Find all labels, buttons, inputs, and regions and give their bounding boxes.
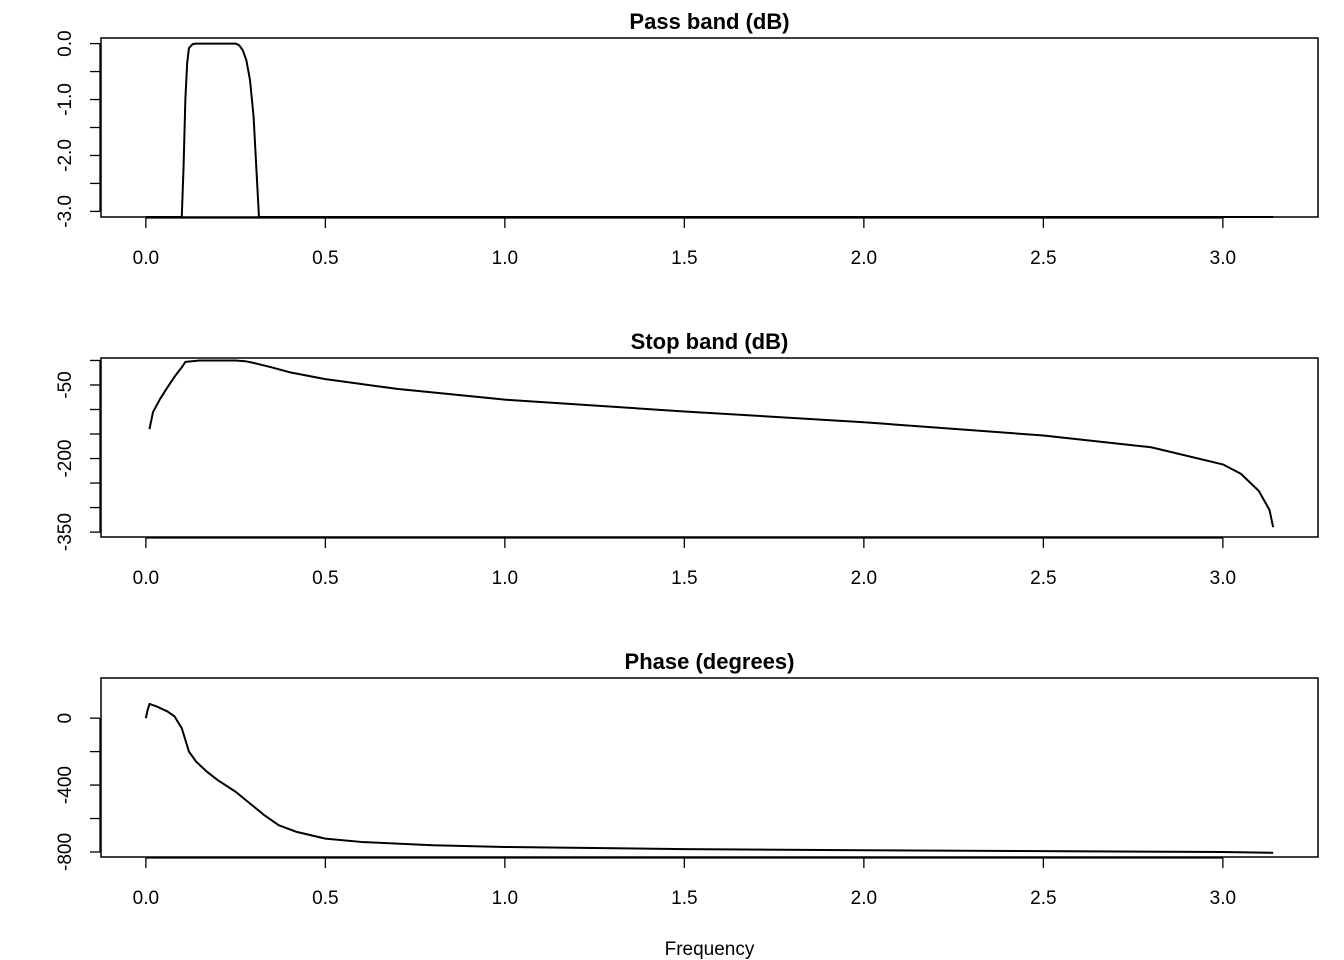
x-tick-label: 2.5 — [1030, 248, 1056, 269]
series-line — [145, 42, 1274, 218]
x-tick-label: 1.0 — [492, 888, 518, 909]
chart-title: Pass band (dB) — [629, 9, 789, 34]
y-tick-label: -800 — [55, 833, 76, 871]
x-axis-label: Frequency — [665, 939, 755, 960]
x-tick-label: 3.0 — [1210, 888, 1236, 909]
x-tick-label: 1.0 — [492, 248, 518, 269]
panel-1: Pass band (dB) 0.0 0.5 1.0 1.5 2.0 2.5 3.0 0.0 -1… — [55, 9, 1319, 269]
panel-3: Phase (degrees) 0.0 0.5 1.0 1.5 2.0 2.5 3.0 0 -40… — [55, 649, 1319, 960]
x-tick-label: 1.5 — [671, 888, 697, 909]
x-tick-label: 0.5 — [312, 568, 338, 589]
x-tick-label: 1.5 — [671, 248, 697, 269]
y-tick-label: -2.0 — [55, 139, 76, 172]
x-tick-label: 1.5 — [671, 568, 697, 589]
x-tick-label: 0.0 — [133, 568, 159, 589]
x-tick-label: 1.0 — [492, 568, 518, 589]
y-tick-label: -200 — [55, 440, 76, 478]
x-tick-label: 2.5 — [1030, 888, 1056, 909]
chart-title: Phase (degrees) — [625, 649, 795, 674]
chart-title: Stop band (dB) — [631, 329, 789, 354]
x-tick-label: 2.0 — [851, 888, 877, 909]
x-tick-label: 2.0 — [851, 248, 877, 269]
x-tick-label: 3.0 — [1210, 248, 1236, 269]
y-tick-label: -3.0 — [55, 195, 76, 228]
y-tick-label: -350 — [55, 513, 76, 551]
plot-frame — [100, 37, 1319, 218]
y-tick-label: 0.0 — [55, 30, 76, 56]
x-tick-label: 0.0 — [133, 888, 159, 909]
x-tick-label: 2.0 — [851, 568, 877, 589]
x-tick-label: 2.5 — [1030, 568, 1056, 589]
plot-frame — [100, 677, 1319, 858]
x-tick-label: 0.5 — [312, 248, 338, 269]
x-tick-label: 0.0 — [133, 248, 159, 269]
y-tick-label: 0 — [55, 713, 76, 724]
x-tick-label: 3.0 — [1210, 568, 1236, 589]
series-line — [144, 702, 1274, 854]
plot-frame — [100, 357, 1319, 538]
series-line — [148, 359, 1275, 528]
y-tick-label: -400 — [55, 766, 76, 804]
x-tick-label: 0.5 — [312, 888, 338, 909]
panel-2: Stop band (dB) 0.0 0.5 1.0 1.5 2.0 2.5 3.0 -50 -2… — [55, 329, 1319, 589]
y-tick-label: -50 — [55, 371, 76, 398]
y-tick-label: -1.0 — [55, 83, 76, 116]
